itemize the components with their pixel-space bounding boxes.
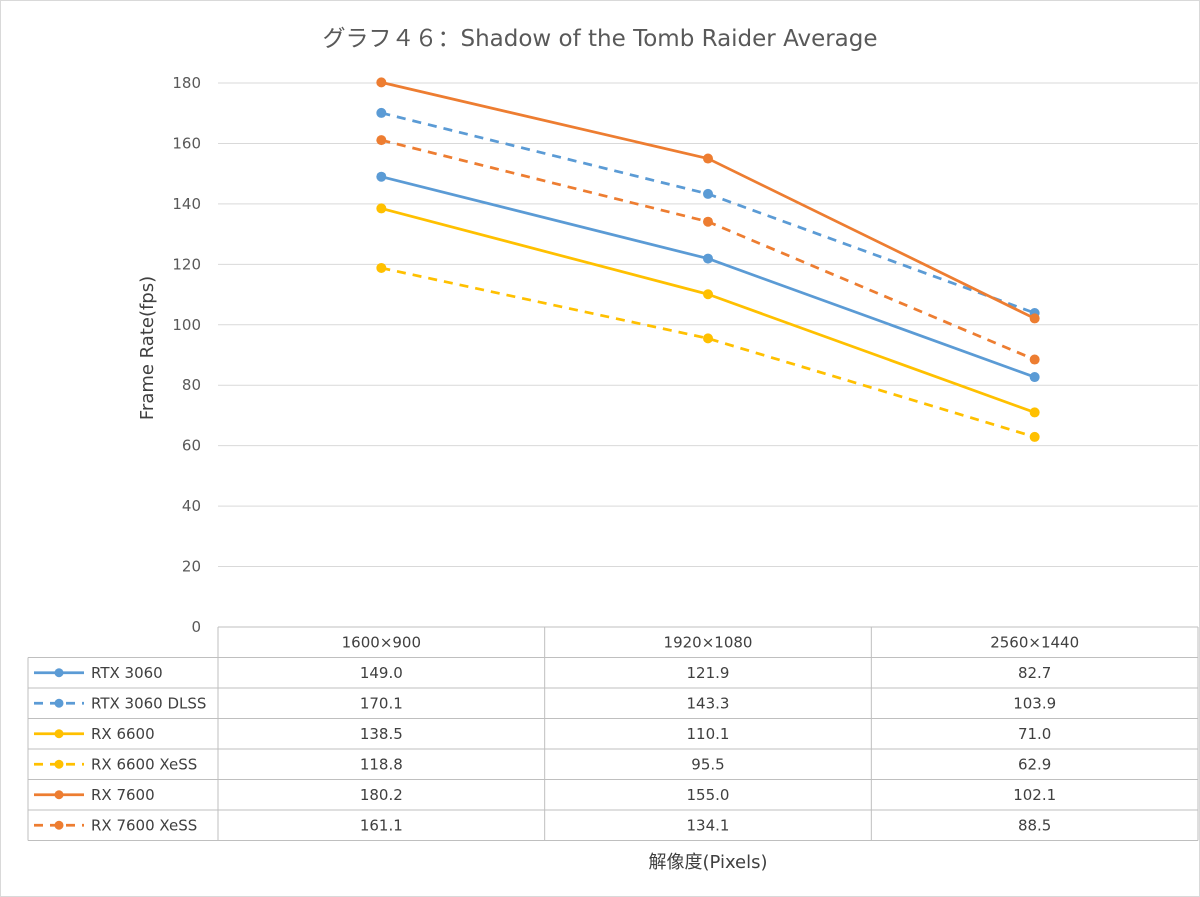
- legend-key-marker: [54, 790, 64, 800]
- data-point: [376, 107, 387, 118]
- y-tick-label: 20: [182, 558, 201, 576]
- table-cell-value: 138.5: [360, 725, 403, 743]
- data-point: [703, 333, 713, 344]
- data-point: [1029, 372, 1040, 383]
- y-axis-ticks: 0 20 40 60 80 100 120 140 160 180: [172, 74, 201, 636]
- legend-series-name: RX 7600: [91, 786, 155, 804]
- data-point: [1029, 313, 1040, 324]
- table-cell-value: 62.9: [1018, 755, 1051, 773]
- data-point: [703, 253, 713, 264]
- table-cell-value: 161.1: [360, 816, 403, 834]
- data-point: [376, 77, 387, 88]
- y-tick-label: 120: [172, 255, 201, 273]
- y-tick-label: 80: [182, 376, 201, 394]
- table-cell-value: 71.0: [1018, 725, 1051, 743]
- data-point: [703, 153, 713, 164]
- table-cell-value: 102.1: [1013, 786, 1056, 804]
- y-tick-label: 100: [172, 316, 201, 334]
- table-cell-value: 149.0: [360, 664, 403, 682]
- y-axis-title: Frame Rate(fps): [137, 276, 158, 420]
- data-point: [376, 262, 387, 273]
- table-cell-value: 118.8: [360, 755, 403, 773]
- y-tick-label: 60: [182, 437, 201, 455]
- legend-key-marker: [54, 820, 64, 830]
- chart-title: グラフ４６：Shadow of the Tomb Raider Average: [322, 26, 877, 52]
- table-cell-value: 134.1: [687, 816, 730, 834]
- legend-key-marker: [54, 668, 64, 678]
- table-cell-value: 88.5: [1018, 816, 1051, 834]
- table-cell-value: 82.7: [1018, 664, 1051, 682]
- table-cell-value: 110.1: [687, 725, 730, 743]
- table-cell-value: 180.2: [360, 786, 403, 804]
- data-point: [703, 216, 713, 227]
- y-tick-label: 140: [172, 195, 201, 213]
- data-table: 1600×900 1920×1080 2560×1440 RTX 3060 149.0 1…: [27, 626, 1199, 841]
- data-point: [1029, 354, 1040, 365]
- table-cell-value: 143.3: [687, 694, 730, 712]
- series-lines: [376, 77, 1040, 442]
- legend-series-name: RX 6600 XeSS: [91, 755, 197, 773]
- data-point: [1029, 407, 1040, 418]
- data-point: [376, 171, 387, 182]
- x-category-label: 2560×1440: [990, 633, 1079, 651]
- legend-series-name: RX 6600: [91, 725, 155, 743]
- legend-series-name: RX 7600 XeSS: [91, 816, 197, 834]
- legend-key-marker: [54, 698, 64, 708]
- y-tick-label: 180: [172, 74, 201, 92]
- y-tick-label: 40: [182, 497, 201, 515]
- legend-series-name: RTX 3060: [91, 664, 163, 682]
- data-point: [376, 135, 387, 146]
- legend-key-marker: [54, 759, 64, 769]
- series-line: [381, 266, 1036, 439]
- table-cell-value: 121.9: [687, 664, 730, 682]
- data-point: [703, 289, 713, 300]
- table-cell-value: 170.1: [360, 694, 403, 712]
- y-tick-label: 160: [172, 134, 201, 152]
- data-point: [703, 188, 713, 199]
- table-cell-value: 103.9: [1013, 694, 1056, 712]
- legend-series-name: RTX 3060 DLSS: [91, 694, 206, 712]
- x-category-label: 1600×900: [342, 633, 421, 651]
- table-cell-value: 95.5: [691, 755, 724, 773]
- legend-key-marker: [54, 729, 64, 739]
- x-category-label: 1920×1080: [664, 633, 753, 651]
- x-axis-title: 解像度(Pixels): [648, 852, 767, 873]
- y-tick-label: 0: [191, 618, 201, 636]
- table-cell-value: 155.0: [687, 786, 730, 804]
- data-point: [1029, 431, 1040, 442]
- data-point: [376, 203, 387, 214]
